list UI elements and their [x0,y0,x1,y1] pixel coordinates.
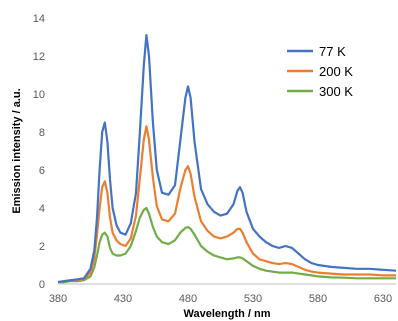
legend-label: 300 K [319,84,353,99]
x-tick-label: 380 [49,293,67,305]
legend-label: 77 K [319,44,346,59]
x-tick-label: 530 [244,293,262,305]
series-lines [57,33,397,284]
x-tick-label: 580 [309,293,327,305]
legend-label: 200 K [319,64,353,79]
y-tick-label: 2 [39,241,45,253]
y-axis-title: Emission intensity / a.u. [11,88,23,213]
y-tick-label: 4 [39,203,45,215]
x-axis-title: Wavelength / nm [184,308,271,320]
series-line-2 [58,206,396,284]
y-tick-label: 10 [33,89,45,101]
y-tick-label: 12 [33,51,45,63]
legend: 77 K 200 K 300 K [287,44,353,99]
x-axis-ticks: 380 430 480 530 580 630 [49,293,392,305]
y-tick-label: 6 [39,165,45,177]
y-tick-label: 0 [39,279,45,291]
x-tick-label: 430 [114,293,132,305]
y-tick-label: 14 [33,13,45,25]
y-axis-ticks: 0 2 4 6 8 10 12 14 [33,13,45,291]
x-tick-label: 480 [179,293,197,305]
series-line-1 [57,125,396,284]
y-tick-label: 8 [39,127,45,139]
x-tick-label: 630 [374,293,392,305]
series-line-0 [57,33,397,284]
